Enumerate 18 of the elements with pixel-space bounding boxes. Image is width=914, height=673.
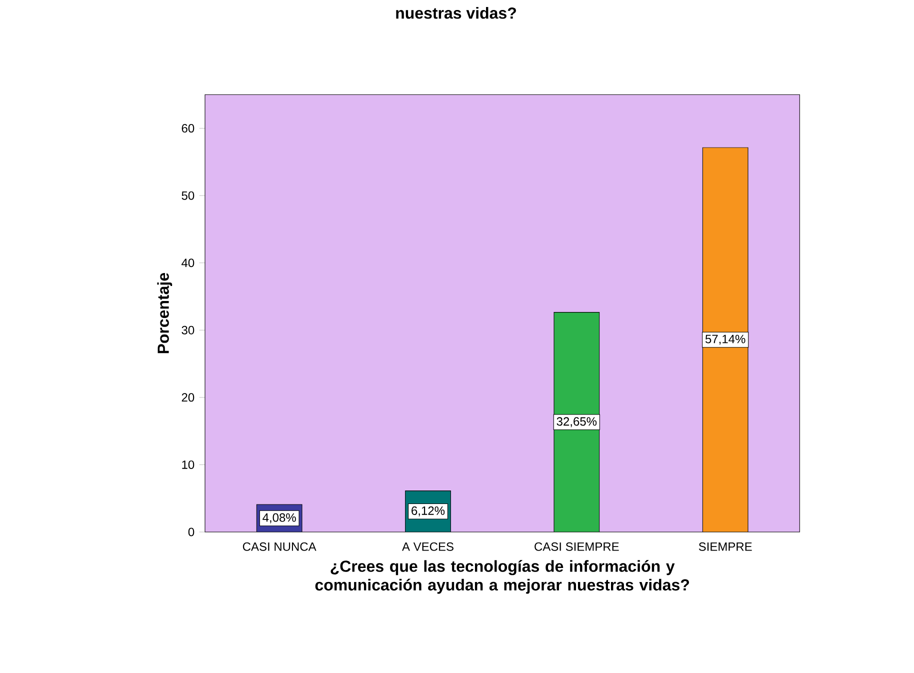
data-label: 57,14% [705,334,746,345]
y-tick-label: 10 [182,460,194,469]
y-tick-label: 40 [182,258,194,268]
data-label: 4,08% [262,513,296,524]
y-tick-label: 50 [182,191,194,200]
y-tick-label: 60 [182,124,194,133]
x-axis-title: ¿Crees que las tecnologías de información y comunicación ayudan a mejorar nuestras vidas? [315,560,689,594]
chart-title: nuestras vidas? [396,7,516,19]
y-axis-title: Porcentaje [157,272,172,354]
data-label: 6,12% [412,506,445,516]
y-tick-label: 20 [182,393,194,402]
data-label: 32,65% [556,417,597,428]
x-tick-label: A VECES [402,542,454,551]
x-tick-label: SIEMPRE [698,542,752,551]
x-tick-label: CASI NUNCA [242,542,316,551]
x-tick-label: CASI SIEMPRE [534,542,619,551]
y-tick-label: 0 [188,528,194,536]
y-tick-label: 30 [182,326,194,334]
